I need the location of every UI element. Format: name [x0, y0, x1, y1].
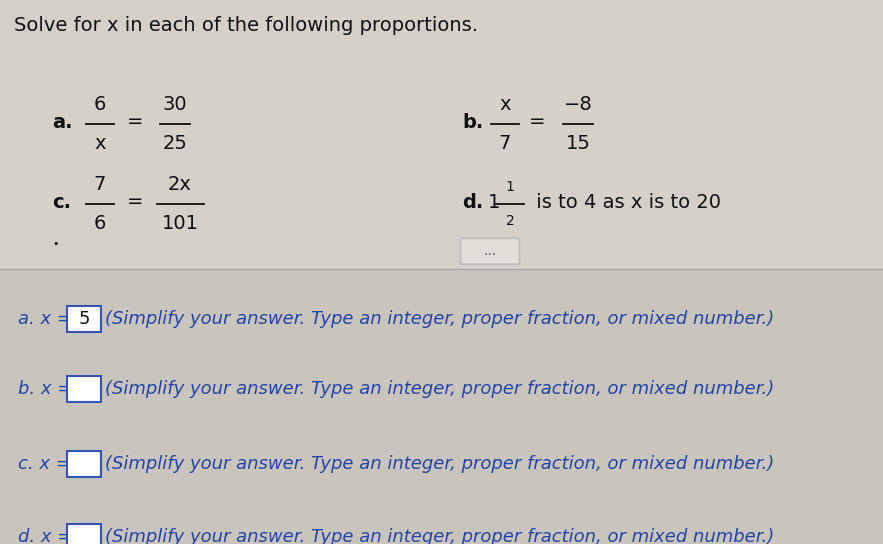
FancyBboxPatch shape: [67, 306, 102, 332]
Text: x: x: [94, 134, 106, 153]
Text: 6: 6: [94, 214, 106, 233]
Text: (Simplify your answer. Type an integer, proper fraction, or mixed number.): (Simplify your answer. Type an integer, …: [105, 528, 774, 544]
Text: 7: 7: [499, 134, 511, 153]
Text: 15: 15: [566, 134, 591, 153]
Text: Solve for x in each of the following proportions.: Solve for x in each of the following pro…: [14, 16, 478, 35]
Text: (Simplify your answer. Type an integer, proper fraction, or mixed number.): (Simplify your answer. Type an integer, …: [105, 310, 774, 328]
Text: 5: 5: [79, 310, 90, 328]
Text: d. x =: d. x =: [18, 528, 78, 544]
Text: −8: −8: [563, 95, 592, 114]
Text: ...: ...: [483, 244, 496, 258]
Text: 101: 101: [162, 214, 199, 233]
Text: 2: 2: [506, 214, 515, 228]
Text: a.: a.: [52, 113, 72, 132]
Text: =: =: [529, 113, 545, 132]
Text: c.: c.: [52, 193, 71, 212]
Text: 6: 6: [94, 95, 106, 114]
Text: c. x =: c. x =: [18, 455, 77, 473]
Text: is to 4 as x is to 20: is to 4 as x is to 20: [530, 193, 721, 212]
Text: (Simplify your answer. Type an integer, proper fraction, or mixed number.): (Simplify your answer. Type an integer, …: [105, 380, 774, 398]
Bar: [0, 0, 883, 269]
Text: •: •: [52, 239, 58, 249]
Text: 1: 1: [506, 180, 515, 194]
Text: 25: 25: [162, 134, 187, 153]
Text: d.: d.: [462, 193, 483, 212]
Text: 2x: 2x: [168, 175, 192, 194]
FancyBboxPatch shape: [67, 524, 102, 544]
FancyBboxPatch shape: [461, 238, 519, 264]
Text: a. x =: a. x =: [18, 310, 78, 328]
Text: =: =: [127, 193, 143, 212]
Bar: [0, 269, 883, 544]
Text: 30: 30: [162, 95, 187, 114]
Text: 1: 1: [488, 193, 501, 212]
FancyBboxPatch shape: [67, 376, 102, 402]
Text: b.: b.: [462, 113, 483, 132]
Text: (Simplify your answer. Type an integer, proper fraction, or mixed number.): (Simplify your answer. Type an integer, …: [105, 455, 774, 473]
Text: =: =: [127, 113, 143, 132]
FancyBboxPatch shape: [67, 452, 102, 477]
Text: x: x: [499, 95, 510, 114]
Text: 7: 7: [94, 175, 106, 194]
Text: b. x =: b. x =: [18, 380, 78, 398]
